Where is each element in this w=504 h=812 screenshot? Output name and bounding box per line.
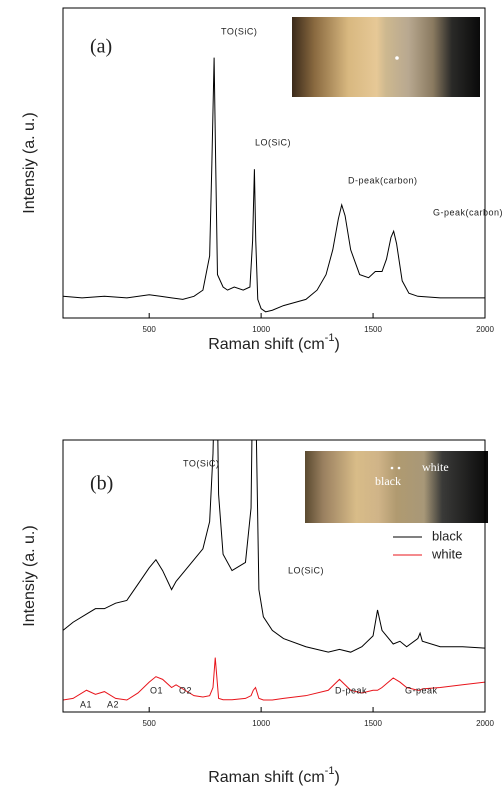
panel-label: (b) <box>90 473 113 495</box>
peak-annotation: O1 <box>150 685 163 695</box>
peak-annotation: D-peak(carbon) <box>348 175 418 185</box>
x-axis-label-end: ) <box>334 769 339 786</box>
inset-marker <box>397 466 401 470</box>
plot-frame <box>62 439 486 713</box>
x-axis-label: Raman shift (cm-1) <box>208 765 340 786</box>
peak-annotation: O2 <box>179 685 192 695</box>
peak-annotation: LO(SiC) <box>288 565 324 575</box>
peak-annotation: G-peak(carbon) <box>433 207 503 217</box>
spectrum-line <box>63 57 485 313</box>
plot-frame <box>62 7 486 319</box>
peak-annotation: A2 <box>107 699 119 709</box>
inset-label: white <box>422 460 449 474</box>
x-tick-label: 1500 <box>364 325 382 334</box>
peak-annotation: LO(SiC) <box>255 137 291 147</box>
x-tick-label: 500 <box>143 719 157 728</box>
x-axis-label-text: Raman shift (cm <box>208 769 324 786</box>
peak-annotation: TO(SiC) <box>221 26 257 36</box>
peak-annotation: TO(SiC) <box>183 458 219 468</box>
x-tick-label: 2000 <box>476 719 494 728</box>
x-tick-label: 2000 <box>476 325 494 334</box>
legend-label: white <box>431 546 462 561</box>
x-axis-label-end: ) <box>334 336 339 353</box>
x-axis-label-sup: -1 <box>325 332 335 344</box>
inset-photo <box>292 17 480 97</box>
x-tick-label: 1500 <box>364 719 382 728</box>
y-axis-label: Intensiy (a. u.) <box>21 112 38 213</box>
plot-area <box>63 440 485 701</box>
peak-annotation: G-peak <box>405 685 438 695</box>
panel-label: (a) <box>90 36 112 58</box>
inset-label: black <box>375 474 401 488</box>
peak-annotation: A1 <box>80 699 92 709</box>
x-axis-label-text: Raman shift (cm <box>208 336 324 353</box>
plot-area <box>63 57 485 313</box>
inset-marker <box>390 466 394 470</box>
inset-marker <box>395 56 399 60</box>
x-axis-label: Raman shift (cm-1) <box>208 332 340 353</box>
x-tick-label: 500 <box>143 325 157 334</box>
x-tick-label: 1000 <box>252 325 270 334</box>
peak-annotation: D-peak <box>335 685 367 695</box>
x-axis-label-sup: -1 <box>325 765 335 777</box>
legend-label: black <box>432 528 463 543</box>
y-axis-label: Intensiy (a. u.) <box>21 525 38 626</box>
inset-photo <box>305 451 488 523</box>
x-tick-label: 1000 <box>252 719 270 728</box>
spectrum-line <box>63 440 485 653</box>
spectrum-line <box>63 657 485 701</box>
